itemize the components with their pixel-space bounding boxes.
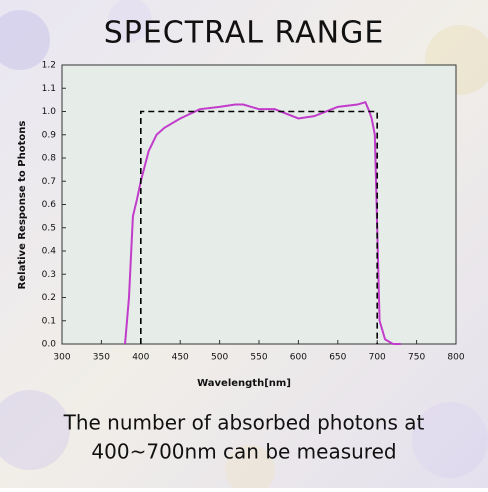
x-tick-label: 500 xyxy=(211,353,228,363)
x-tick-label: 800 xyxy=(447,353,464,363)
y-tick-label: 0.1 xyxy=(42,316,56,326)
series-line xyxy=(124,100,401,345)
x-tick-label: 650 xyxy=(329,353,346,363)
x-tick-label: 750 xyxy=(408,353,425,363)
y-tick-label: 0.3 xyxy=(42,270,56,280)
y-tick-label: 0.8 xyxy=(42,154,57,164)
y-tick-label: 0.6 xyxy=(42,200,57,210)
x-tick-label: 700 xyxy=(369,353,386,363)
y-tick-label: 0.9 xyxy=(42,130,57,140)
y-tick-label: 0.4 xyxy=(42,247,57,257)
y-tick-label: 1.1 xyxy=(42,84,56,94)
caption: 400~700nm can be measured xyxy=(91,440,396,464)
x-tick-label: 350 xyxy=(93,353,110,363)
y-tick-label: 1.0 xyxy=(42,107,57,117)
plot-area xyxy=(61,64,457,345)
x-tick-label: 550 xyxy=(250,353,267,363)
y-axis-label: Relative Response to Photons xyxy=(17,121,28,290)
x-tick-label: 400 xyxy=(132,353,149,363)
title: SPECTRAL RANGE xyxy=(104,16,385,51)
x-tick-label: 450 xyxy=(172,353,189,363)
series-line xyxy=(140,110,378,344)
x-tick-label: 600 xyxy=(290,353,307,363)
x-tick-label: 300 xyxy=(53,353,70,363)
y-tick-label: 0.5 xyxy=(42,223,56,233)
y-tick-label: 0.2 xyxy=(42,293,56,303)
y-tick-label: 1.2 xyxy=(42,61,56,71)
y-tick-label: 0.7 xyxy=(42,177,56,187)
caption: The number of absorbed photons at xyxy=(63,411,425,435)
x-axis-label: Wavelength[nm] xyxy=(197,378,291,389)
y-tick-label: 0.0 xyxy=(42,340,57,350)
